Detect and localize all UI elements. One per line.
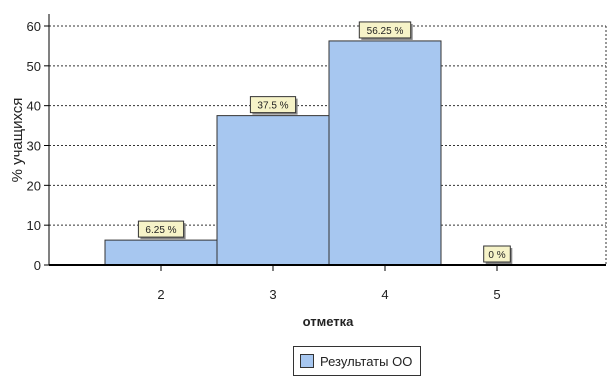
x-tick-label: 5: [493, 287, 500, 302]
bar: [216, 115, 330, 266]
data-label: 0 %: [483, 245, 513, 264]
data-label-box: [483, 245, 511, 263]
data-label-text: 0 %: [488, 250, 505, 261]
bar: [104, 239, 218, 266]
data-label-text: 37.5 %: [257, 101, 288, 112]
grid-lines: [49, 25, 607, 265]
data-label: 6.25 %: [137, 220, 186, 240]
x-tick-label: 4: [381, 287, 388, 302]
x-tick-label: 2: [157, 287, 164, 302]
legend-label: Результаты ОО: [320, 353, 413, 369]
data-label-box: [358, 21, 412, 39]
data-label-text: 6.25 %: [145, 225, 176, 236]
axes: [44, 14, 606, 271]
y-tick-label: 40: [27, 99, 41, 114]
y-tick-label: 10: [27, 218, 41, 233]
bar: [328, 40, 442, 266]
y-tick-labels: 0 10 20 30 40 50 60: [27, 19, 41, 273]
y-tick-label: 20: [27, 178, 41, 193]
y-tick-label: 0: [34, 258, 41, 273]
y-tick-label: 60: [27, 19, 41, 34]
x-tick-label: 3: [269, 287, 276, 302]
legend-swatch: [300, 354, 314, 368]
data-labels: 6.25 % 37.5 % 56.25 % 0 %: [137, 21, 513, 264]
x-tick-labels: 2 3 4 5: [157, 287, 500, 302]
data-label-box: [249, 96, 297, 114]
data-label-text: 56.25 %: [367, 26, 404, 37]
y-tick-label: 50: [27, 59, 41, 74]
data-label: 56.25 %: [358, 21, 413, 40]
data-label-box: [137, 220, 185, 238]
data-label: 37.5 %: [249, 96, 298, 115]
y-tick-label: 30: [27, 139, 41, 154]
x-axis-label: отметка: [303, 314, 355, 329]
y-axis-label: % учащихся: [9, 98, 26, 183]
legend: Результаты ОО: [293, 346, 422, 376]
